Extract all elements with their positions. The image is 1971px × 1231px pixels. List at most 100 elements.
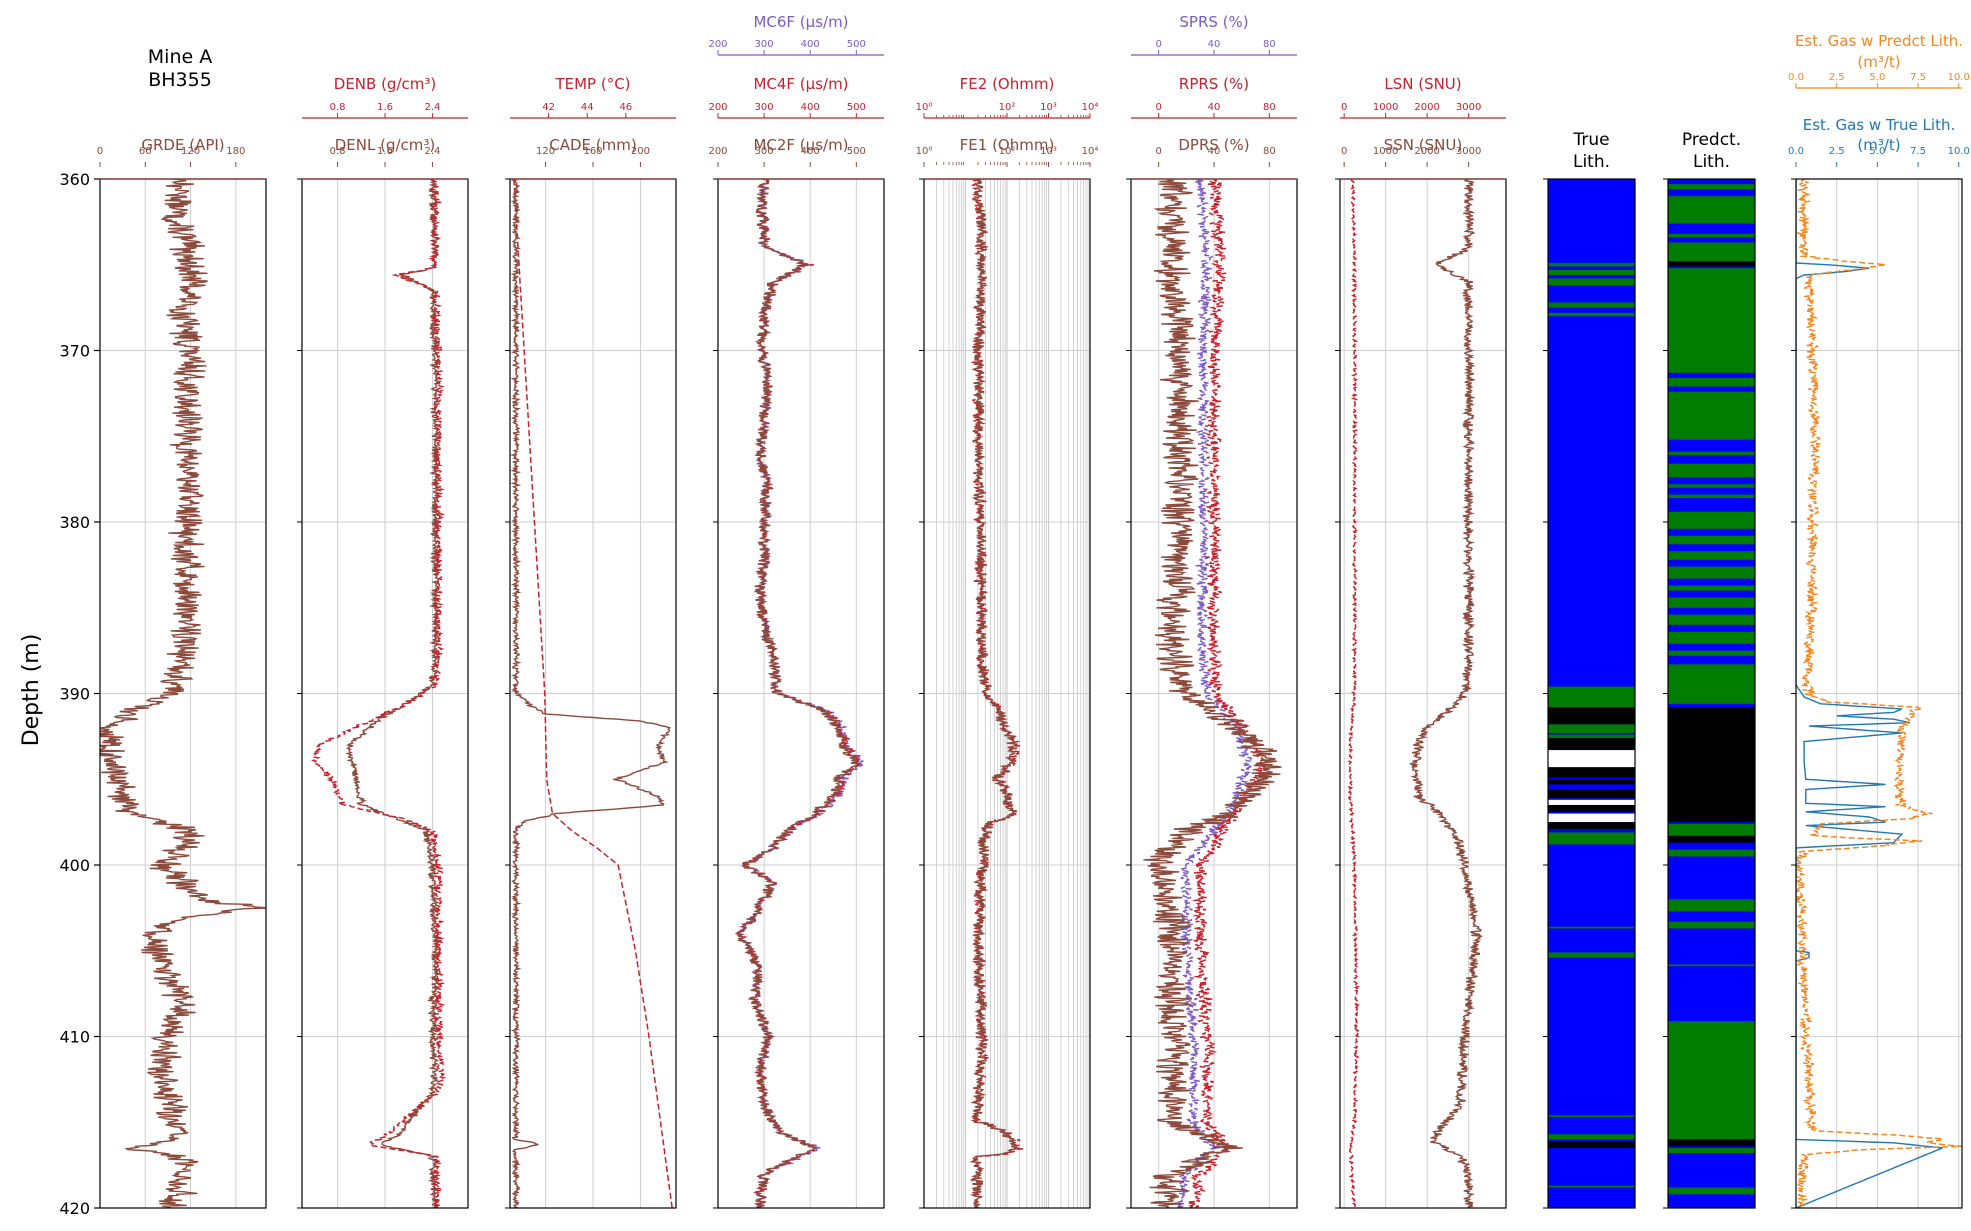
axis-tick-label: 200: [708, 102, 727, 113]
axis-tick-label: 10⁰: [916, 146, 933, 157]
track-curves: [1796, 179, 1962, 1208]
axis-tick-label: 0.0: [1788, 146, 1804, 157]
lith-band: [1548, 822, 1635, 829]
axis-label: MC4F (μs/m): [753, 75, 848, 93]
axis-tick-label: 0.0: [1788, 72, 1804, 83]
axis-tick-label: 1.6: [377, 102, 393, 113]
axis-tick-label: 180: [226, 146, 245, 157]
axis-tick-label: 10²: [999, 146, 1016, 157]
lith-band: [1548, 813, 1635, 823]
axis-tick-label: 7.5: [1910, 146, 1926, 157]
axis-tick-label: 80: [1263, 146, 1276, 157]
depth-tick-label: 400: [59, 856, 90, 875]
chart-title: Mine A BH355: [148, 46, 212, 91]
axis-tick-label: 0: [1155, 39, 1161, 50]
lith-band: [1668, 964, 1755, 967]
curve-denl: [345, 179, 442, 1208]
axis-tick-label: 200: [708, 146, 727, 157]
axis-label: (m³/t): [1857, 136, 1900, 154]
lith-band: [1668, 921, 1755, 929]
lith-band: [1548, 789, 1635, 799]
axis-tick-label: 3000: [1456, 102, 1481, 113]
axis-tick-label: 1000: [1373, 102, 1398, 113]
chart-title-line-2: BH355: [148, 69, 212, 91]
axis-label: DPRS (%): [1178, 136, 1249, 154]
track-curves: [100, 179, 266, 1208]
axis-tick-label: 10⁰: [916, 102, 933, 113]
curve-dprs: [1143, 179, 1282, 1208]
lith-band: [1548, 724, 1635, 733]
track-curves: [734, 179, 864, 1208]
track-curves: [510, 179, 673, 1208]
lith-band: [1668, 707, 1755, 823]
axis-tick-label: 500: [847, 39, 866, 50]
track-curves: [969, 179, 1024, 1208]
axis-tick-label: 80: [1263, 39, 1276, 50]
axis-label: (m³/t): [1857, 53, 1900, 71]
lith-band: [1668, 233, 1755, 238]
curve-grde-api: [100, 179, 266, 1208]
axis-label: DENL (g/cm³): [335, 136, 436, 154]
axis-tick-label: 0.8: [330, 102, 346, 113]
curve-fe1: [969, 179, 1019, 1208]
axis-tick-label: 40: [1208, 102, 1221, 113]
axis-tick-label: 200: [631, 146, 650, 157]
axis-tick-label: 2.5: [1829, 146, 1845, 157]
lith-band: [1668, 184, 1755, 190]
curve-lsn: [1346, 179, 1361, 1208]
axis-tick-label: 44: [581, 102, 594, 113]
axis-tick-label: 10.0: [1948, 146, 1970, 157]
axis-tick-label: 10³: [1040, 102, 1057, 113]
axis-tick-label: 7.5: [1910, 72, 1926, 83]
lith-band: [1548, 799, 1635, 805]
depth-tick-label: 390: [59, 685, 90, 704]
lith-band: [1668, 463, 1755, 478]
axis-label: CADE (mm): [549, 136, 636, 154]
track-fe: 10⁰ 10² 10³ 10⁴ FE1 (Ohmm) 10⁰ 10² 10³ 10⁴ FE2 (O…: [916, 75, 1098, 1209]
axis-tick-label: 500: [847, 102, 866, 113]
track-curves: [311, 179, 447, 1208]
axis-tick-label: 5.0: [1869, 146, 1885, 157]
axis-tick-label: 42: [542, 102, 555, 113]
axis-tick-label: 300: [755, 146, 774, 157]
axis-tick-label: 500: [847, 146, 866, 157]
track-axis-headers: 10⁰ 10² 10³ 10⁴ FE1 (Ohmm) 10⁰ 10² 10³ 10⁴ FE2 (O…: [916, 75, 1098, 167]
lith-band: [1668, 899, 1755, 912]
axis-tick-label: 0: [97, 146, 103, 157]
lith-title-line: Lith.: [1693, 152, 1730, 172]
lith-band: [1668, 849, 1755, 857]
lith-band: [1548, 707, 1635, 725]
axis-tick-label: 120: [181, 146, 200, 157]
lith-band: [1548, 302, 1635, 308]
axis-tick-label: 0.8: [330, 146, 346, 157]
lith-band: [1668, 391, 1755, 440]
axis-label: DENB (g/cm³): [334, 75, 436, 93]
lith-title-line: True: [1572, 130, 1609, 150]
axis-label: Est. Gas w Predct Lith.: [1795, 32, 1963, 50]
lith-band: [1548, 686, 1635, 708]
axis-tick-label: 400: [801, 102, 820, 113]
curve-est-gas-w-true-lith: [1796, 179, 1943, 1208]
axis-tick-label: 46: [619, 102, 632, 113]
depth-tick-label: 360: [59, 170, 90, 189]
axis-tick-label: 2.4: [424, 102, 440, 113]
chart-title-line-1: Mine A: [148, 46, 212, 68]
depth-tick-label: 380: [59, 513, 90, 532]
axis-tick-label: 300: [755, 39, 774, 50]
axis-tick-label: 160: [583, 146, 602, 157]
axis-label: MC2F (μs/m): [753, 136, 848, 154]
track-grid: [713, 178, 884, 1209]
track-grid: [1791, 178, 1962, 1209]
track-curves: [1346, 179, 1483, 1208]
curve-est-gas-w-predct-lith: [1796, 179, 1962, 1208]
lith-band: [1668, 1187, 1755, 1195]
lith-band: [1548, 926, 1635, 929]
lith-band: [1668, 451, 1755, 456]
axis-tick-label: 10²: [999, 102, 1016, 113]
axis-tick-label: 40: [1208, 146, 1221, 157]
